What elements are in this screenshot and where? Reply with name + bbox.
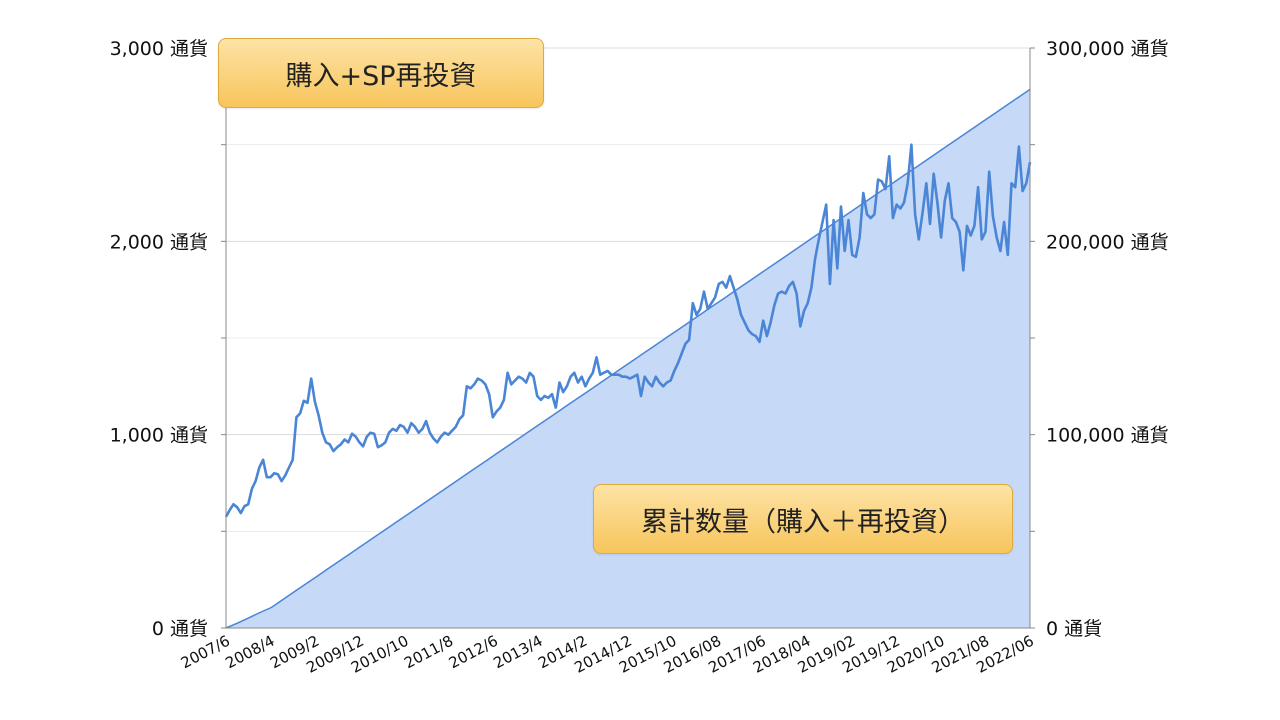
x-tick-label: 2012/6	[446, 632, 501, 673]
price-line	[224, 143, 1032, 518]
y-right-tick-label: 100,000 通貨	[1046, 425, 1169, 447]
y-right-tick-label: 300,000 通貨	[1046, 38, 1169, 60]
legend-cumulative-label: 累計数量（購入＋再投資）	[641, 506, 965, 538]
axes	[221, 47, 1035, 629]
y-right-tick-label: 200,000 通貨	[1046, 231, 1169, 253]
y-left-tick-label: 0 通貨	[152, 618, 208, 640]
x-ticks: 2007/62008/42009/22009/122010/102011/820…	[178, 632, 1037, 677]
y-left-tick-label: 2,000 通貨	[110, 231, 208, 253]
y-right-tick-label: 0 通貨	[1046, 618, 1102, 640]
x-tick-label: 2013/4	[490, 632, 545, 673]
legend-price-label: 購入+SP再投資	[285, 60, 477, 92]
legend-cumulative: 累計数量（購入＋再投資）	[593, 484, 1013, 554]
x-tick-label: 2011/8	[401, 632, 456, 673]
legend-price: 購入+SP再投資	[218, 38, 544, 108]
x-tick-label: 2008/4	[222, 632, 277, 673]
y-left-tick-label: 1,000 通貨	[110, 425, 208, 447]
y-left-ticks: 0 通貨 1,000 通貨 2,000 通貨 3,000 通貨	[110, 38, 208, 640]
y-left-tick-label: 3,000 通貨	[110, 38, 208, 60]
cumulative-line	[225, 88, 1031, 629]
price-series-line	[224, 143, 1032, 518]
y-right-ticks: 0 通貨 100,000 通貨 200,000 通貨 300,000 通貨	[1046, 38, 1169, 640]
